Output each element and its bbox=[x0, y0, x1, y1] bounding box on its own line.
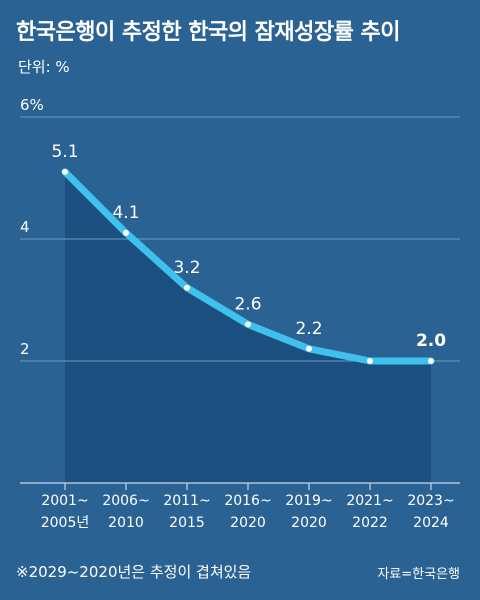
data-label: 2.2 bbox=[295, 319, 322, 339]
data-label: 3.2 bbox=[173, 258, 200, 278]
data-point bbox=[428, 358, 434, 364]
y-tick-label: 4 bbox=[20, 218, 30, 236]
x-tick-label: 2023~ bbox=[407, 493, 454, 509]
x-tick-label: 2024 bbox=[413, 515, 449, 531]
x-tick-label: 2011~ bbox=[163, 493, 210, 509]
x-tick-label: 2020 bbox=[291, 515, 327, 531]
y-tick-label: 6% bbox=[20, 96, 44, 114]
data-point bbox=[62, 168, 68, 175]
data-point bbox=[123, 229, 129, 236]
x-tick-label: 2001~ bbox=[41, 493, 88, 509]
x-tick-label: 2019~ bbox=[285, 493, 332, 509]
data-point bbox=[245, 321, 251, 328]
data-label: 5.1 bbox=[51, 142, 78, 162]
data-label: 4.1 bbox=[112, 203, 139, 223]
x-tick-label: 2016~ bbox=[224, 493, 271, 509]
data-point bbox=[367, 358, 373, 364]
x-tick-label: 2022 bbox=[352, 515, 388, 531]
footnote: ※2029~2020년은 추정이 겹쳐있음 bbox=[16, 563, 252, 581]
y-tick-label: 2 bbox=[20, 340, 30, 358]
x-tick-label: 2005년 bbox=[41, 515, 90, 531]
x-tick-label: 2021~ bbox=[346, 493, 393, 509]
x-tick-label: 2015 bbox=[169, 515, 205, 531]
source-credit: 자료=한국은행 bbox=[377, 567, 460, 582]
unit-label: 단위: % bbox=[18, 58, 70, 76]
x-tick-label: 2006~ bbox=[102, 493, 149, 509]
data-label: 2.6 bbox=[234, 294, 261, 314]
data-point bbox=[184, 284, 190, 291]
page-title: 한국은행이 추정한 한국의 잠재성장률 추이 bbox=[16, 20, 400, 45]
data-point bbox=[306, 345, 312, 352]
data-label: 2.0 bbox=[416, 331, 446, 351]
x-tick-label: 2010 bbox=[108, 515, 144, 531]
x-tick-label: 2020 bbox=[230, 515, 266, 531]
